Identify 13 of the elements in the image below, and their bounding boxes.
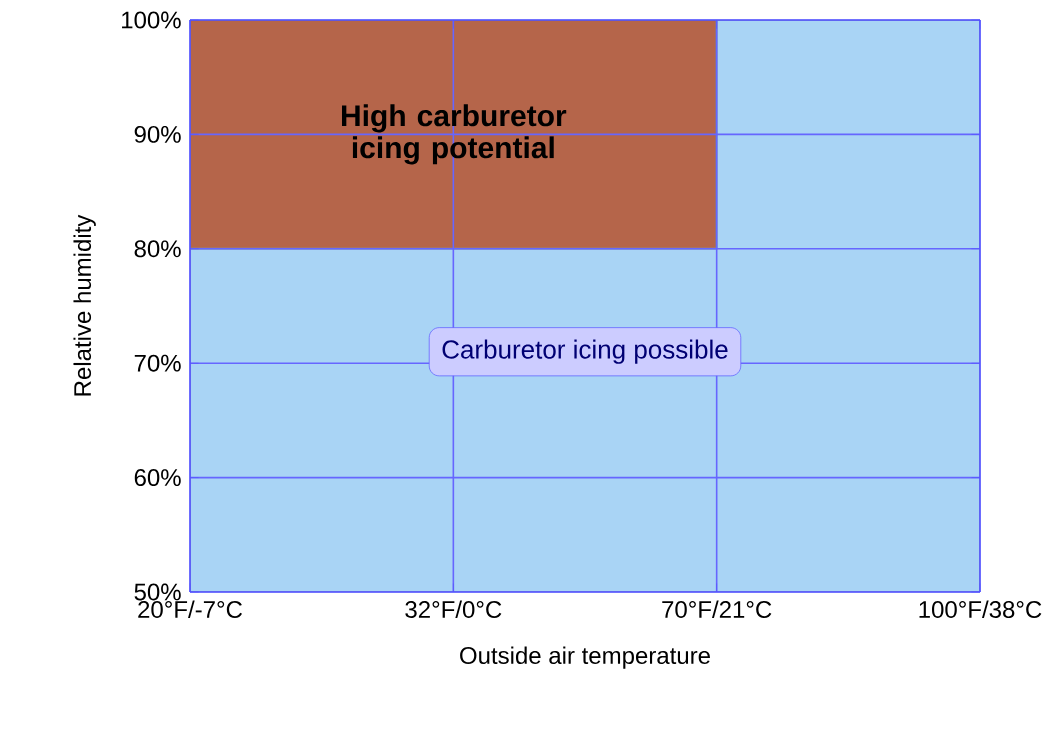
y-tick-label: 70% [134, 354, 181, 372]
y-tick-label: 100% [122, 11, 181, 29]
x-axis-title: Outside air temperature [460, 646, 710, 669]
x-tick-label: 70°F/21°C [662, 600, 772, 618]
y-tick-label: 90% [134, 125, 181, 143]
x-tick-label: 20°F/-7°C [138, 600, 243, 618]
x-tick-label: 100°F/38°C [919, 600, 1042, 618]
y-axis-title: Relative humidity [73, 214, 96, 396]
y-tick-label: 60% [134, 469, 181, 487]
y-tick-label: 50% [134, 583, 181, 601]
series-label: Carburetor icing possible [442, 339, 728, 364]
y-tick-label: 80% [134, 240, 181, 258]
x-tick-label: 32°F/0°C [405, 600, 502, 618]
